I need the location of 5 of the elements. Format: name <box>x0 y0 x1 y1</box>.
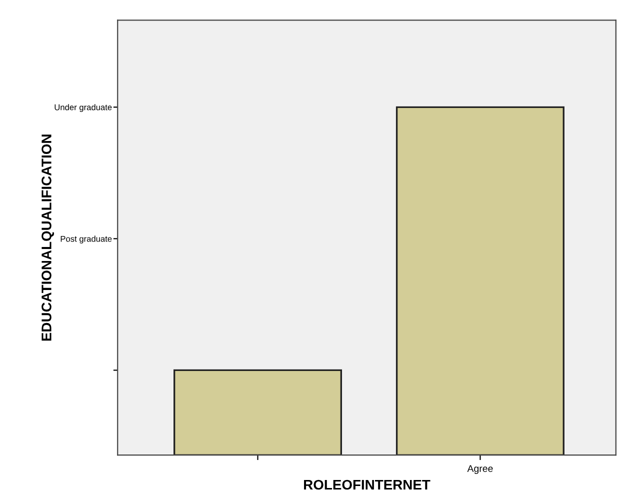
text: Post graduate <box>60 236 112 244</box>
text: Under graduate <box>54 104 112 112</box>
x-tick-label: Agree <box>467 465 493 474</box>
x-axis-title: ROLEOFINTERNET <box>304 480 430 490</box>
y-axis-title: EDUCATIONALQUALIFICATION <box>42 134 54 341</box>
